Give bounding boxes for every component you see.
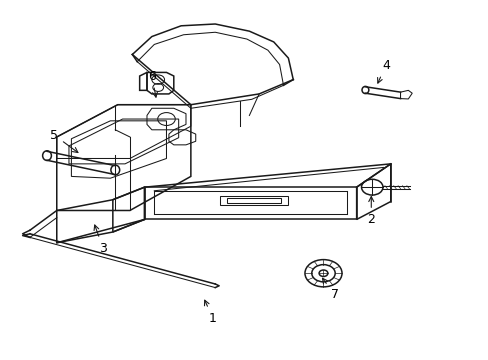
Text: 1: 1 xyxy=(204,300,216,325)
Text: 7: 7 xyxy=(322,278,338,301)
Text: 2: 2 xyxy=(366,197,374,226)
Text: 6: 6 xyxy=(147,69,157,97)
Text: 5: 5 xyxy=(50,129,78,153)
Text: 4: 4 xyxy=(377,59,389,83)
Text: 3: 3 xyxy=(94,225,107,255)
